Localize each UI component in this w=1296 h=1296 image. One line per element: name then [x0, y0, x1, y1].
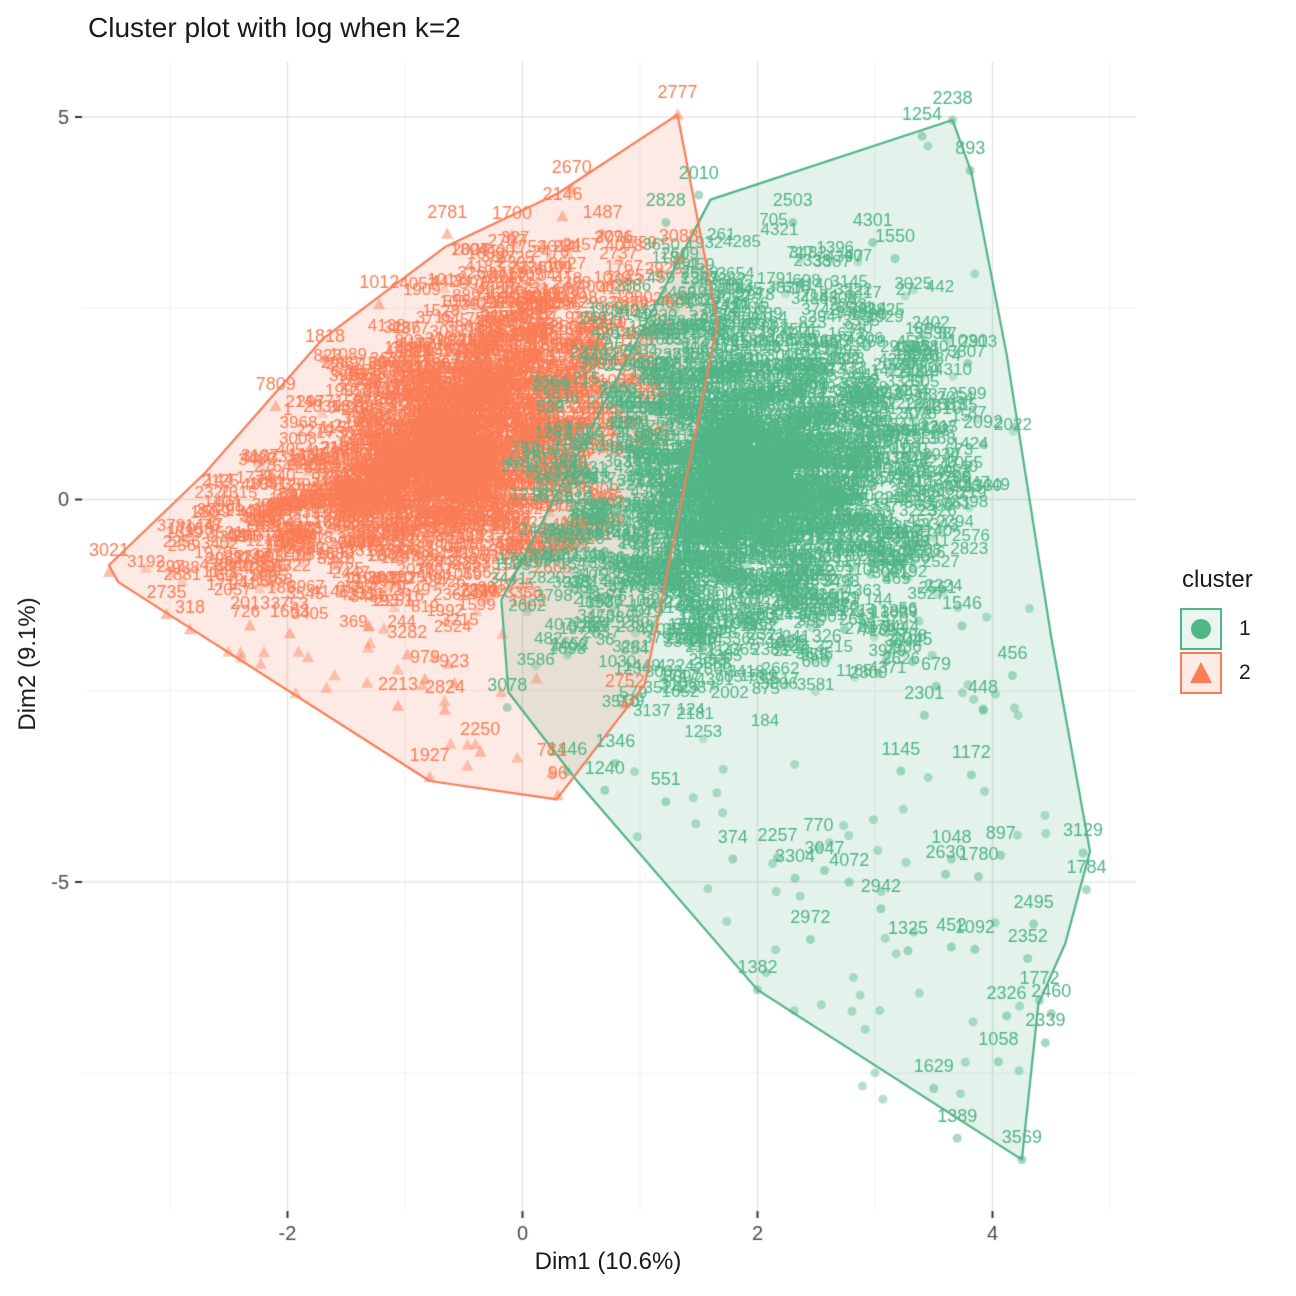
legend: cluster 1 2 — [1180, 566, 1253, 696]
x-axis-title: Dim1 (10.6%) — [534, 1248, 682, 1275]
cluster-2-key — [1180, 652, 1222, 694]
cluster-1-key — [1180, 608, 1222, 650]
legend-item-cluster-1: 1 — [1180, 608, 1253, 650]
legend-item-cluster-2: 2 — [1180, 652, 1253, 694]
plot-title: Cluster plot with log when k=2 — [88, 12, 461, 43]
legend-title: cluster — [1182, 566, 1253, 593]
circle-marker-icon — [1191, 619, 1211, 639]
triangle-marker-icon — [1190, 662, 1212, 683]
y-axis-title: Dim2 (9.1%) — [14, 597, 41, 731]
legend-label-cluster-1: 1 — [1239, 617, 1251, 640]
legend-label-cluster-2: 2 — [1239, 661, 1251, 684]
